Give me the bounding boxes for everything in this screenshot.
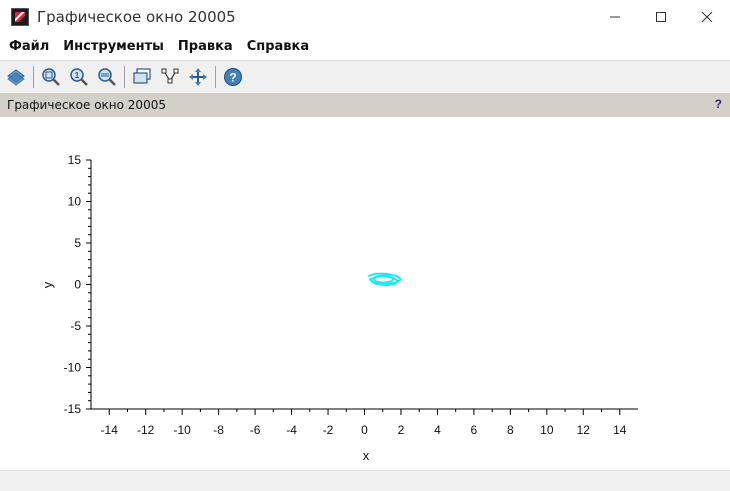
minimize-icon bbox=[610, 16, 620, 18]
x-tick-label: 10 bbox=[540, 423, 554, 437]
status-bar bbox=[0, 470, 730, 491]
x-tick-label: 2 bbox=[398, 423, 405, 437]
app-icon bbox=[11, 8, 29, 26]
menu-help[interactable]: Справка bbox=[246, 39, 310, 54]
x-tick-label: -10 bbox=[173, 423, 191, 437]
menu-file[interactable]: Файл bbox=[9, 39, 50, 54]
svg-text:?: ? bbox=[229, 71, 236, 85]
y-tick-label: -10 bbox=[64, 361, 82, 375]
x-tick-label: -8 bbox=[213, 423, 224, 437]
toolbar-separator bbox=[215, 66, 216, 88]
info-bar: Графическое окно 20005 ? bbox=[0, 93, 730, 117]
zoom-reset-button[interactable]: 1 bbox=[68, 66, 90, 88]
pan-icon bbox=[189, 68, 207, 86]
edit-curve-button[interactable] bbox=[159, 66, 181, 88]
datatip-button[interactable] bbox=[131, 66, 153, 88]
plot-canvas[interactable]: -15 -10 -5 0 5 10 15 -14 -12 -10 -8 -6 -4 -2 0 2 4 6 8 10 12… bbox=[0, 117, 730, 470]
plot-svg: -15 -10 -5 0 5 10 15 -14 -12 -10 -8 -6 -4 -2 0 2 4 6 8 10 12… bbox=[40, 153, 638, 463]
menu-bar: Файл Инструменты Правка Справка bbox=[0, 34, 730, 60]
info-help-button[interactable]: ? bbox=[714, 97, 722, 111]
axes: -15 -10 -5 0 5 10 15 -14 -12 -10 -8 -6 -4 -2 0 2 4 6 8 10 12… bbox=[64, 153, 638, 437]
zoom-out-icon bbox=[98, 68, 116, 86]
close-icon bbox=[701, 11, 713, 23]
help-icon: ? bbox=[224, 68, 242, 86]
rotate-button[interactable] bbox=[5, 66, 27, 88]
title-bar: Графическое окно 20005 bbox=[0, 0, 730, 34]
zoom-region-icon bbox=[42, 68, 60, 86]
x-tick-label: 8 bbox=[507, 423, 514, 437]
series-group bbox=[367, 272, 402, 287]
x-tick-label: -4 bbox=[286, 423, 297, 437]
maximize-icon bbox=[656, 12, 666, 22]
x-tick-label: 14 bbox=[613, 423, 627, 437]
y-axis-label: y bbox=[40, 281, 55, 288]
series-line bbox=[367, 272, 402, 287]
window-controls bbox=[592, 0, 730, 34]
pan-button[interactable] bbox=[187, 66, 209, 88]
zoom-reset-icon: 1 bbox=[70, 68, 88, 86]
x-tick-label: -14 bbox=[101, 423, 119, 437]
y-tick-label: -5 bbox=[70, 319, 81, 333]
x-tick-label: 0 bbox=[361, 423, 368, 437]
close-button[interactable] bbox=[684, 0, 730, 34]
y-tick-label: -15 bbox=[64, 402, 82, 416]
edit-curve-icon bbox=[161, 68, 179, 84]
x-tick-label: -2 bbox=[323, 423, 334, 437]
menu-edit[interactable]: Правка bbox=[177, 39, 233, 54]
y-tick-label: 5 bbox=[74, 236, 81, 250]
x-tick-label: -6 bbox=[250, 423, 261, 437]
datatip-icon bbox=[133, 68, 151, 84]
x-tick-label: -12 bbox=[137, 423, 155, 437]
toolbar: 1 bbox=[0, 60, 730, 93]
svg-text:1: 1 bbox=[75, 71, 80, 80]
minimize-button[interactable] bbox=[592, 0, 638, 34]
help-button[interactable]: ? bbox=[222, 66, 244, 88]
zoom-region-button[interactable] bbox=[40, 66, 62, 88]
window-title: Графическое окно 20005 bbox=[37, 8, 236, 26]
y-tick-label: 15 bbox=[68, 153, 82, 167]
y-tick-label: 0 bbox=[74, 278, 81, 292]
x-tick-label: 12 bbox=[577, 423, 591, 437]
toolbar-separator bbox=[33, 66, 34, 88]
y-tick-label: 10 bbox=[68, 195, 82, 209]
maximize-button[interactable] bbox=[638, 0, 684, 34]
toolbar-separator bbox=[124, 66, 125, 88]
menu-tools[interactable]: Инструменты bbox=[63, 39, 164, 54]
x-tick-label: 6 bbox=[471, 423, 478, 437]
rotate-icon bbox=[7, 69, 25, 86]
info-bar-label: Графическое окно 20005 bbox=[7, 98, 166, 112]
x-axis-label: x bbox=[363, 448, 370, 463]
zoom-out-button[interactable] bbox=[96, 66, 118, 88]
x-tick-label: 4 bbox=[434, 423, 441, 437]
